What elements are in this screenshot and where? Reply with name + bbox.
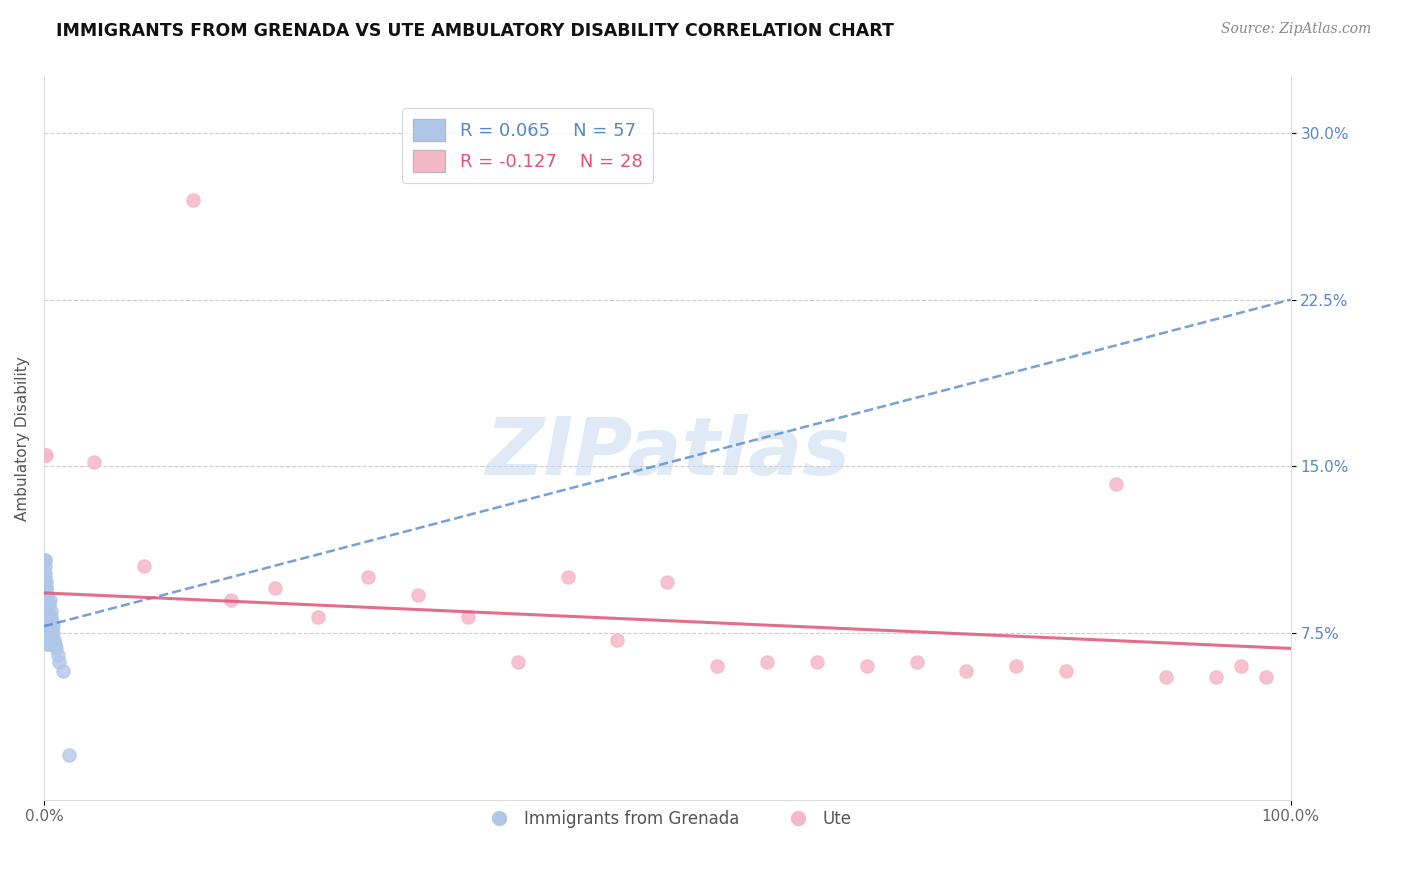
Point (42, 626, 65, 640)
Point (855, 659, 877, 673)
Point (35, 632, 58, 647)
Point (37, 597, 59, 611)
Point (1205, 670, 1227, 684)
Point (37, 597, 59, 611)
Point (41, 604, 63, 618)
Point (1005, 659, 1028, 673)
Point (37, 637, 59, 651)
Point (34, 559, 56, 574)
Point (34, 597, 56, 611)
Point (38, 597, 60, 611)
Point (263, 582, 285, 596)
Point (35, 632, 58, 647)
Point (35, 588, 58, 602)
Point (34, 606, 56, 620)
Text: IMMIGRANTS FROM GRENADA VS UTE AMBULATORY DISABILITY CORRELATION CHART: IMMIGRANTS FROM GRENADA VS UTE AMBULATOR… (56, 22, 894, 40)
Point (41, 615, 63, 629)
Point (132, 559, 155, 574)
Point (52, 664, 75, 678)
Point (42, 632, 65, 647)
Point (38, 615, 60, 629)
Point (44, 637, 66, 651)
Point (34, 619, 56, 633)
Point (34, 574, 56, 589)
Point (48, 655, 70, 669)
Point (83, 455, 105, 469)
Point (58, 748, 80, 763)
Point (606, 632, 628, 647)
Point (34, 615, 56, 629)
Point (34, 552, 56, 566)
Point (39, 610, 62, 624)
Point (34, 626, 56, 640)
Point (457, 610, 479, 624)
Point (35, 610, 58, 624)
Point (1254, 670, 1277, 684)
Point (35, 582, 58, 596)
Legend: Immigrants from Grenada, Ute: Immigrants from Grenada, Ute (475, 803, 859, 835)
Point (35, 582, 58, 596)
Point (34, 570, 56, 584)
Point (35, 637, 58, 651)
Point (45, 641, 67, 656)
Point (38, 626, 60, 640)
Point (34, 592, 56, 607)
Point (219, 592, 242, 607)
Point (37, 626, 59, 640)
Point (183, 193, 205, 207)
Point (37, 610, 59, 624)
Point (34, 582, 56, 596)
Point (35, 592, 58, 607)
Point (34, 632, 56, 647)
Point (1154, 670, 1177, 684)
Text: Source: ZipAtlas.com: Source: ZipAtlas.com (1220, 22, 1371, 37)
Point (557, 570, 579, 584)
Point (35, 610, 58, 624)
Point (35, 619, 58, 633)
Point (35, 448, 58, 462)
Point (806, 655, 828, 669)
Point (1229, 659, 1251, 673)
Point (34, 552, 56, 566)
Point (34, 579, 56, 593)
Point (41, 619, 63, 633)
Point (1054, 664, 1077, 678)
Point (37, 604, 59, 618)
Point (38, 619, 60, 633)
Point (657, 574, 679, 589)
Point (406, 588, 429, 602)
Point (37, 626, 59, 640)
Point (35, 592, 58, 607)
Point (706, 659, 728, 673)
Point (357, 570, 380, 584)
Point (39, 592, 62, 607)
Y-axis label: Ambulatory Disability: Ambulatory Disability (15, 356, 30, 521)
Point (34, 592, 56, 607)
Text: ZIPatlas: ZIPatlas (485, 414, 849, 491)
Point (756, 655, 779, 669)
Point (34, 448, 56, 462)
Point (35, 574, 58, 589)
Point (35, 610, 58, 624)
Point (38, 610, 60, 624)
Point (46, 648, 69, 662)
Point (955, 664, 977, 678)
Point (35, 610, 58, 624)
Point (1105, 477, 1128, 491)
Point (34, 566, 56, 580)
Point (905, 655, 928, 669)
Point (307, 610, 329, 624)
Point (35, 597, 58, 611)
Point (38, 626, 60, 640)
Point (506, 655, 529, 669)
